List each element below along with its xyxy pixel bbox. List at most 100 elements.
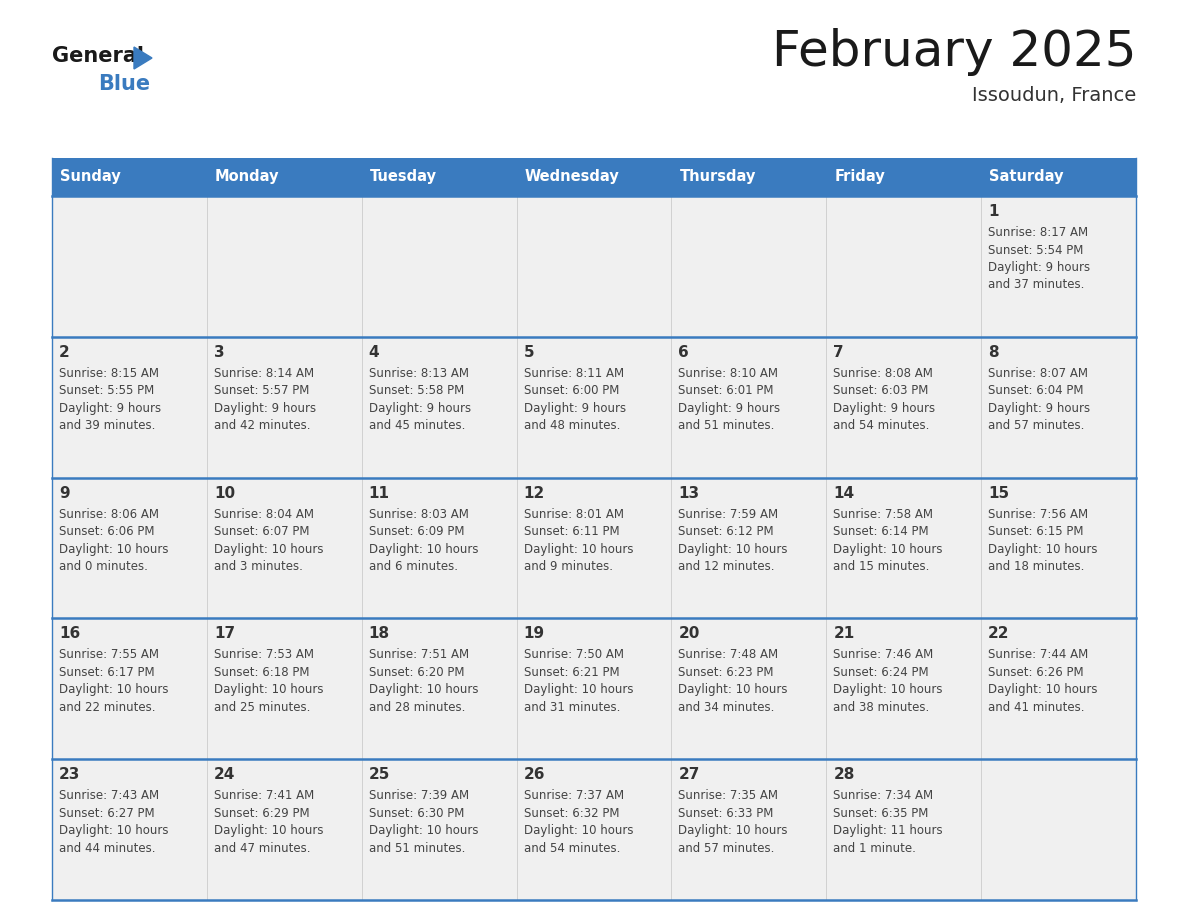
Text: General: General xyxy=(52,46,144,66)
Bar xyxy=(52,477,207,619)
Text: Issoudun, France: Issoudun, France xyxy=(972,86,1136,105)
Text: Daylight: 9 hours: Daylight: 9 hours xyxy=(214,402,316,415)
Text: and 44 minutes.: and 44 minutes. xyxy=(59,842,156,855)
Text: 20: 20 xyxy=(678,626,700,642)
Polygon shape xyxy=(134,47,152,69)
Bar xyxy=(517,477,671,619)
Text: Thursday: Thursday xyxy=(680,170,756,185)
Text: Daylight: 10 hours: Daylight: 10 hours xyxy=(833,543,943,555)
Bar xyxy=(827,196,981,337)
Text: Sunset: 5:54 PM: Sunset: 5:54 PM xyxy=(988,243,1083,256)
Text: Daylight: 10 hours: Daylight: 10 hours xyxy=(988,683,1098,697)
Text: and 51 minutes.: and 51 minutes. xyxy=(368,842,465,855)
Text: and 51 minutes.: and 51 minutes. xyxy=(678,420,775,432)
Text: 12: 12 xyxy=(524,486,545,500)
Bar xyxy=(52,619,207,759)
Text: Daylight: 10 hours: Daylight: 10 hours xyxy=(368,824,479,837)
Text: Sunset: 6:26 PM: Sunset: 6:26 PM xyxy=(988,666,1083,679)
Text: 4: 4 xyxy=(368,345,379,360)
Text: Monday: Monday xyxy=(215,170,279,185)
Text: and 34 minutes.: and 34 minutes. xyxy=(678,701,775,714)
Text: Sunset: 6:29 PM: Sunset: 6:29 PM xyxy=(214,807,310,820)
Text: Sunrise: 7:44 AM: Sunrise: 7:44 AM xyxy=(988,648,1088,661)
Text: 25: 25 xyxy=(368,767,390,782)
Text: Sunrise: 8:08 AM: Sunrise: 8:08 AM xyxy=(833,367,933,380)
Bar xyxy=(361,759,517,900)
Text: Sunset: 6:12 PM: Sunset: 6:12 PM xyxy=(678,525,775,538)
Bar xyxy=(981,477,1136,619)
Text: and 18 minutes.: and 18 minutes. xyxy=(988,560,1085,573)
Text: and 45 minutes.: and 45 minutes. xyxy=(368,420,465,432)
Text: Daylight: 10 hours: Daylight: 10 hours xyxy=(214,543,323,555)
Text: Daylight: 9 hours: Daylight: 9 hours xyxy=(524,402,626,415)
Text: and 42 minutes.: and 42 minutes. xyxy=(214,420,310,432)
Bar xyxy=(671,196,827,337)
Text: and 39 minutes.: and 39 minutes. xyxy=(59,420,156,432)
Text: 5: 5 xyxy=(524,345,535,360)
Text: Daylight: 10 hours: Daylight: 10 hours xyxy=(524,824,633,837)
Text: Sunset: 5:58 PM: Sunset: 5:58 PM xyxy=(368,385,465,397)
Text: 10: 10 xyxy=(214,486,235,500)
Text: 26: 26 xyxy=(524,767,545,782)
Text: Sunset: 6:17 PM: Sunset: 6:17 PM xyxy=(59,666,154,679)
Bar xyxy=(361,619,517,759)
Bar xyxy=(207,196,361,337)
Text: Daylight: 9 hours: Daylight: 9 hours xyxy=(368,402,470,415)
Text: Daylight: 9 hours: Daylight: 9 hours xyxy=(833,402,935,415)
Text: Daylight: 9 hours: Daylight: 9 hours xyxy=(678,402,781,415)
Text: Sunday: Sunday xyxy=(61,170,121,185)
Text: Sunset: 6:32 PM: Sunset: 6:32 PM xyxy=(524,807,619,820)
Text: 21: 21 xyxy=(833,626,854,642)
Text: Sunrise: 8:11 AM: Sunrise: 8:11 AM xyxy=(524,367,624,380)
Text: Sunset: 6:18 PM: Sunset: 6:18 PM xyxy=(214,666,309,679)
Text: 19: 19 xyxy=(524,626,544,642)
Text: Daylight: 10 hours: Daylight: 10 hours xyxy=(678,824,788,837)
Bar xyxy=(671,759,827,900)
Text: Sunrise: 7:56 AM: Sunrise: 7:56 AM xyxy=(988,508,1088,521)
Text: Friday: Friday xyxy=(834,170,885,185)
Text: Daylight: 10 hours: Daylight: 10 hours xyxy=(368,683,479,697)
Text: and 57 minutes.: and 57 minutes. xyxy=(678,842,775,855)
Text: and 15 minutes.: and 15 minutes. xyxy=(833,560,930,573)
Text: Sunrise: 8:17 AM: Sunrise: 8:17 AM xyxy=(988,226,1088,239)
Text: 3: 3 xyxy=(214,345,225,360)
Bar xyxy=(981,619,1136,759)
Text: and 37 minutes.: and 37 minutes. xyxy=(988,278,1085,292)
Bar xyxy=(52,337,207,477)
Bar xyxy=(207,477,361,619)
Text: February 2025: February 2025 xyxy=(771,28,1136,76)
Text: 14: 14 xyxy=(833,486,854,500)
Text: Daylight: 10 hours: Daylight: 10 hours xyxy=(59,824,169,837)
Text: Tuesday: Tuesday xyxy=(369,170,437,185)
Text: Daylight: 10 hours: Daylight: 10 hours xyxy=(988,543,1098,555)
Text: Sunset: 6:20 PM: Sunset: 6:20 PM xyxy=(368,666,465,679)
Text: 8: 8 xyxy=(988,345,999,360)
Text: Sunset: 5:55 PM: Sunset: 5:55 PM xyxy=(59,385,154,397)
Text: and 12 minutes.: and 12 minutes. xyxy=(678,560,775,573)
Text: Daylight: 11 hours: Daylight: 11 hours xyxy=(833,824,943,837)
Text: Sunset: 6:24 PM: Sunset: 6:24 PM xyxy=(833,666,929,679)
Text: and 31 minutes.: and 31 minutes. xyxy=(524,701,620,714)
Text: and 1 minute.: and 1 minute. xyxy=(833,842,916,855)
Text: Sunset: 6:11 PM: Sunset: 6:11 PM xyxy=(524,525,619,538)
Text: and 38 minutes.: and 38 minutes. xyxy=(833,701,929,714)
Bar xyxy=(827,337,981,477)
Text: Sunrise: 8:04 AM: Sunrise: 8:04 AM xyxy=(214,508,314,521)
Text: 9: 9 xyxy=(59,486,70,500)
Bar xyxy=(517,337,671,477)
Text: Sunrise: 7:41 AM: Sunrise: 7:41 AM xyxy=(214,789,314,802)
Text: and 54 minutes.: and 54 minutes. xyxy=(524,842,620,855)
Text: Daylight: 9 hours: Daylight: 9 hours xyxy=(59,402,162,415)
Text: and 6 minutes.: and 6 minutes. xyxy=(368,560,457,573)
Text: Sunrise: 7:50 AM: Sunrise: 7:50 AM xyxy=(524,648,624,661)
Text: Daylight: 10 hours: Daylight: 10 hours xyxy=(678,543,788,555)
Text: and 48 minutes.: and 48 minutes. xyxy=(524,420,620,432)
Text: 23: 23 xyxy=(59,767,81,782)
Text: 24: 24 xyxy=(214,767,235,782)
Text: Sunrise: 8:03 AM: Sunrise: 8:03 AM xyxy=(368,508,468,521)
Text: and 54 minutes.: and 54 minutes. xyxy=(833,420,930,432)
Bar xyxy=(981,196,1136,337)
Text: Saturday: Saturday xyxy=(990,170,1063,185)
Text: Sunrise: 7:35 AM: Sunrise: 7:35 AM xyxy=(678,789,778,802)
Text: Daylight: 10 hours: Daylight: 10 hours xyxy=(368,543,479,555)
